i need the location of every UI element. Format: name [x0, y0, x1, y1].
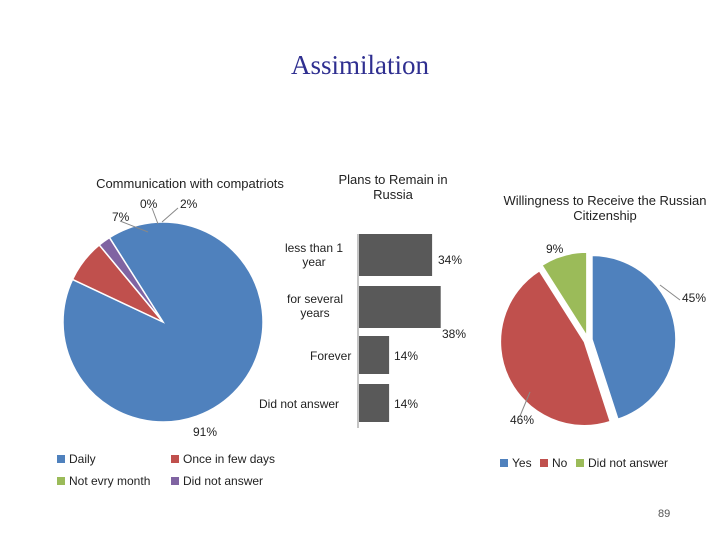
bar-category-0: less than 1 year [284, 241, 344, 269]
pie2-label-no: 46% [510, 413, 535, 427]
legend2-swatch-no [540, 459, 548, 467]
legend-swatch-daily [57, 455, 65, 463]
legend2-swatch-yes [500, 459, 508, 467]
pie2-chart [499, 251, 681, 427]
bar-category-2: Forever [310, 349, 352, 363]
pie1-label-noanswer: 2% [180, 197, 198, 211]
bar-value-2: 14% [394, 349, 419, 363]
pie1-label-notevery: 0% [140, 197, 158, 211]
pie1-slice-3 [98, 236, 164, 323]
bar-2 [359, 336, 390, 374]
legend-swatch-notevery [57, 477, 65, 485]
pie1-chart [62, 207, 264, 423]
slide-title: Assimilation [290, 50, 429, 80]
bar-category-1: for several years [286, 292, 344, 320]
legend2-swatch-noanswer [576, 459, 584, 467]
legend2-label-yes: Yes [512, 456, 532, 470]
bar-value-0: 34% [438, 253, 463, 267]
legend2-label-noanswer: Did not answer [588, 456, 669, 470]
pie2-slice-0 [591, 254, 677, 421]
pie1-leader-line-2 [161, 207, 179, 223]
bar-3 [359, 384, 390, 422]
pie2-slice-1 [499, 269, 612, 427]
pie2-title: Willingness to Receive the Russian Citiz… [500, 193, 710, 223]
legend2-label-no: No [552, 456, 568, 470]
legend-label-notevery: Not evry month [69, 474, 151, 488]
bar-0 [359, 234, 433, 276]
page-number: 89 [658, 508, 671, 520]
pie2-leader-line-0 [659, 284, 681, 301]
bar-category-3: Did not answer [259, 397, 340, 411]
bar-chart [357, 234, 441, 428]
pie2-leader-line-1 [519, 391, 531, 417]
pie1-leader-line-0 [119, 220, 149, 233]
legend-label-noanswer: Did not answer [183, 474, 264, 488]
bar-1 [359, 286, 441, 328]
bar-value-3: 14% [394, 397, 419, 411]
pie2-label-noanswer: 9% [546, 242, 564, 256]
bar-title-text: Plans to Remain in Russia [338, 172, 448, 202]
bar-title: Plans to Remain in Russia [318, 172, 468, 202]
pie1-label-daily: 91% [193, 425, 218, 439]
pie2-label-yes: 45% [682, 291, 707, 305]
bar-value-1: 38% [442, 327, 467, 341]
pie1-leader-line-1 [151, 207, 159, 225]
pie2-title-text: Willingness to Receive the Russian Citiz… [503, 193, 707, 223]
pie2-slice-2 [540, 251, 588, 339]
legend-swatch-once [171, 455, 179, 463]
legend-label-daily: Daily [69, 452, 96, 466]
legend-label-once: Once in few days [183, 452, 276, 466]
pie1-label-once: 7% [112, 210, 130, 224]
pie1-title: Communication with compatriots [96, 176, 284, 191]
legend-swatch-noanswer [171, 477, 179, 485]
